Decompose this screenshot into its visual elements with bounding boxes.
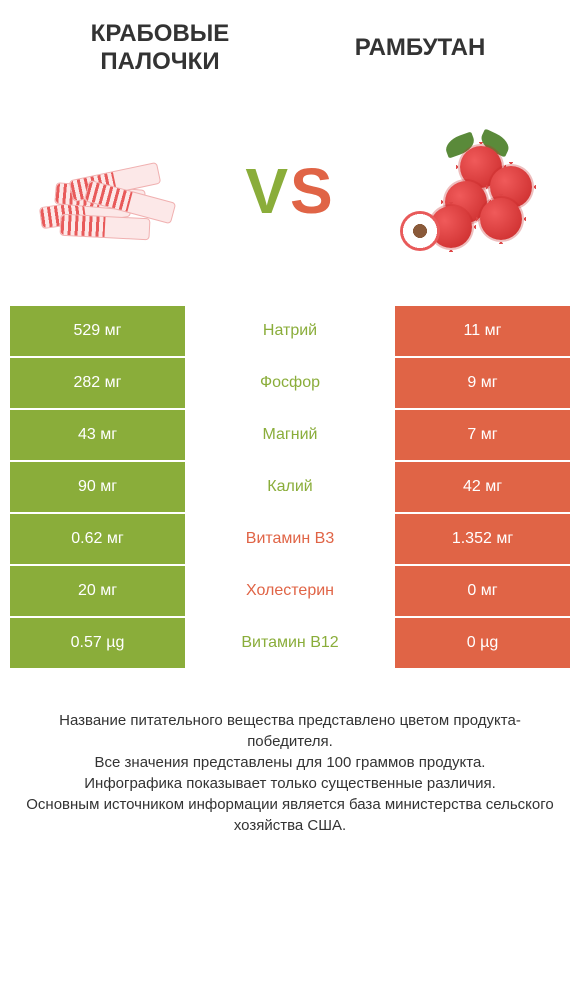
footer-line: Название питательного вещества представл… <box>20 710 560 752</box>
images-row: VS <box>0 86 580 306</box>
table-row: 529 мгНатрий11 мг <box>10 306 570 358</box>
footer-line: Все значения представлены для 100 граммо… <box>20 752 560 773</box>
title-left: КРАБОВЫЕ ПАЛОЧКИ <box>30 20 290 76</box>
nutrient-label: Магний <box>185 410 395 460</box>
value-right: 11 мг <box>395 306 570 356</box>
crab-sticks-image <box>30 126 190 256</box>
value-right: 0 µg <box>395 618 570 668</box>
table-row: 282 мгФосфор9 мг <box>10 358 570 410</box>
value-left: 43 мг <box>10 410 185 460</box>
value-left: 20 мг <box>10 566 185 616</box>
table-row: 0.57 µgВитамин B120 µg <box>10 618 570 670</box>
value-right: 7 мг <box>395 410 570 460</box>
table-row: 20 мгХолестерин0 мг <box>10 566 570 618</box>
vs-label: VS <box>245 154 334 228</box>
footer-notes: Название питательного вещества представл… <box>0 670 580 856</box>
table-row: 43 мгМагний7 мг <box>10 410 570 462</box>
value-left: 0.57 µg <box>10 618 185 668</box>
footer-line: Инфографика показывает только существенн… <box>20 773 560 794</box>
value-right: 9 мг <box>395 358 570 408</box>
value-left: 529 мг <box>10 306 185 356</box>
value-left: 282 мг <box>10 358 185 408</box>
table-row: 0.62 мгВитамин B31.352 мг <box>10 514 570 566</box>
nutrient-label: Фосфор <box>185 358 395 408</box>
rambutan-image <box>390 126 550 256</box>
header: КРАБОВЫЕ ПАЛОЧКИ РАМБУТАН <box>0 0 580 86</box>
nutrient-label: Натрий <box>185 306 395 356</box>
title-right: РАМБУТАН <box>290 34 550 62</box>
nutrient-label: Калий <box>185 462 395 512</box>
nutrient-label: Холестерин <box>185 566 395 616</box>
value-right: 1.352 мг <box>395 514 570 564</box>
vs-s: S <box>290 155 335 227</box>
table-row: 90 мгКалий42 мг <box>10 462 570 514</box>
footer-line: Основным источником информации является … <box>20 794 560 836</box>
vs-v: V <box>245 155 290 227</box>
nutrient-label: Витамин B3 <box>185 514 395 564</box>
nutrition-table: 529 мгНатрий11 мг282 мгФосфор9 мг43 мгМа… <box>10 306 570 670</box>
value-left: 90 мг <box>10 462 185 512</box>
value-left: 0.62 мг <box>10 514 185 564</box>
value-right: 42 мг <box>395 462 570 512</box>
nutrient-label: Витамин B12 <box>185 618 395 668</box>
value-right: 0 мг <box>395 566 570 616</box>
